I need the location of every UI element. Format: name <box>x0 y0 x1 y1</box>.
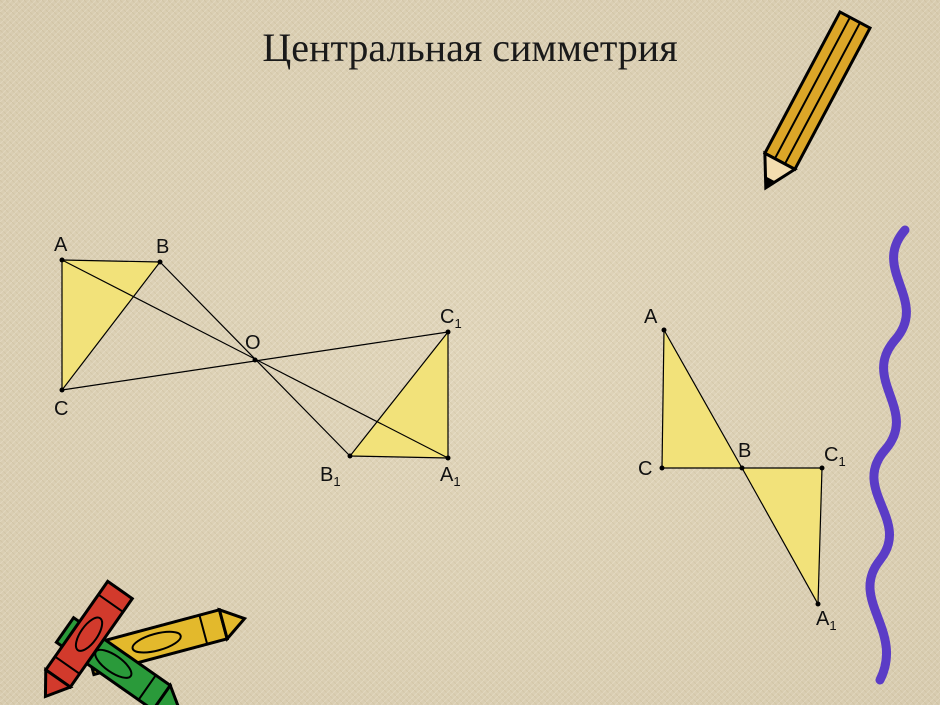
point-label: A1 <box>440 464 461 489</box>
point-label: B <box>156 236 169 259</box>
point-label: B <box>738 440 751 463</box>
point-label: B1 <box>320 464 341 489</box>
vertex-point <box>446 456 451 461</box>
vertex-point <box>662 328 667 333</box>
vertex-point <box>348 454 353 459</box>
point-label: A <box>644 306 657 329</box>
vertex-point <box>60 388 65 393</box>
diagram-canvas <box>0 0 940 705</box>
point-label: C1 <box>824 444 846 469</box>
point-label: C <box>638 458 652 481</box>
point-label: C1 <box>440 306 462 331</box>
vertex-point <box>660 466 665 471</box>
vertex-point <box>740 466 745 471</box>
vertex-point <box>60 258 65 263</box>
point-label: A1 <box>816 608 837 633</box>
point-label: C <box>54 398 68 421</box>
point-label: A <box>54 234 67 257</box>
point-label: O <box>245 332 261 355</box>
vertex-point <box>158 260 163 265</box>
vertex-point <box>253 358 258 363</box>
page-title: Центральная симметрия <box>0 24 940 71</box>
vertex-point <box>816 602 821 607</box>
